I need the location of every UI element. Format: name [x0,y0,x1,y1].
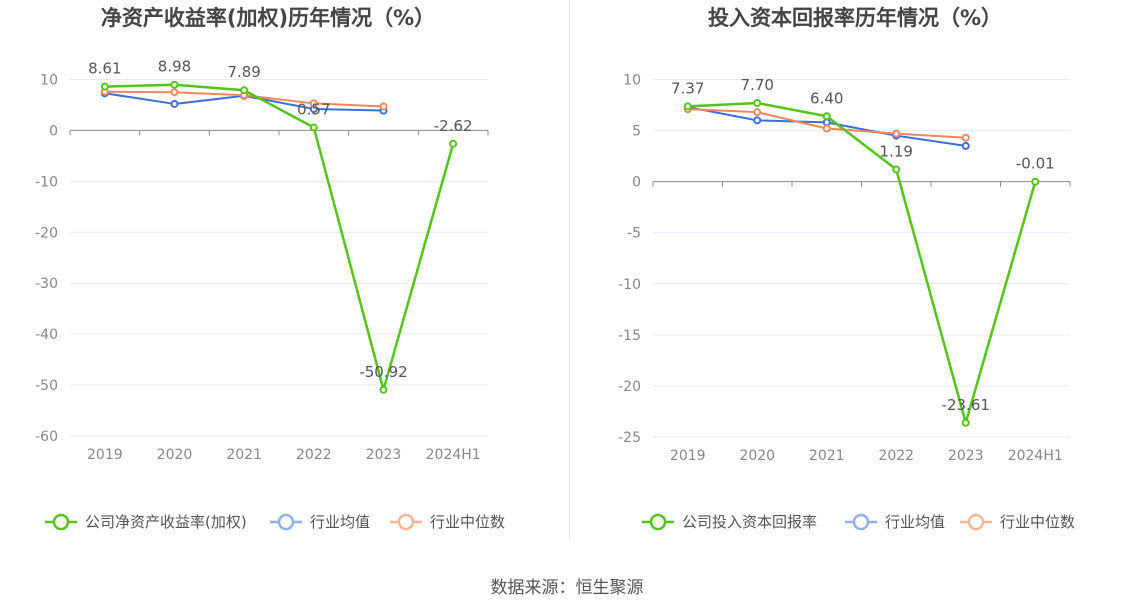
roe-series-point-company [170,80,179,89]
roic-series-point-median [961,133,970,142]
roic-legend-marker [967,513,985,531]
roe-x-tick-label: 2023 [366,447,402,463]
roic-chart-title: 投入资本回报率历年情况（%） [708,6,1002,30]
roic-legend-marker [852,513,870,531]
roe-x-tick-label: 2019 [87,447,123,463]
roe-y-tick-label: -20 [35,225,58,241]
roic-x-tick-label: 2020 [739,448,775,464]
roic-data-label: 7.37 [671,79,704,97]
roe-series-point-median [379,102,388,111]
roe-x-tick-label: 2020 [157,447,193,463]
roe-y-tick-label: 10 [40,73,58,89]
roic-series-point-company [961,418,970,427]
roic-series-point-company [753,98,762,107]
roic-data-label: -23.61 [942,396,990,414]
roic-chart: 投入资本回报率历年情况（%） 10 5 0 -5 -10 -15 -20 -25 2019 2020… [618,6,1075,531]
roe-legend-label: 行业中位数 [430,513,505,531]
data-source: 数据来源：恒生聚源 [490,578,644,598]
roic-series-point-company [1031,177,1040,186]
roic-series-point-median [892,129,901,138]
roic-series-point-median [753,108,762,117]
roe-legend-marker [397,513,415,531]
roe-chart-title: 净资产收益率(加权)历年情况（%） [101,6,435,30]
roic-series-point-company [683,102,692,111]
roic-x-tick-label: 2021 [809,448,845,464]
roe-series-point-company [309,123,318,132]
roe-series-point-company [240,86,249,95]
roe-series-point-company [379,385,388,394]
roe-data-label: -50.92 [359,363,407,381]
roe-y-tick-label: -40 [35,327,58,343]
roe-data-label: 8.98 [158,58,191,76]
roe-y-tick-label: -10 [35,174,58,190]
roic-x-tick-label: 2019 [670,448,706,464]
roic-y-tick-label: 5 [632,124,641,140]
roic-data-label: -0.01 [1016,155,1055,173]
roe-x-tick-label: 2024H1 [426,447,481,463]
roe-series-point-median [309,99,318,108]
roe-legend-marker [277,513,295,531]
roic-series-point-average [822,118,831,127]
roic-y-tick-label: -15 [618,328,641,344]
roic-x-tick-label: 2022 [878,448,914,464]
roe-series-line-company [104,83,455,392]
roic-data-label: 1.19 [880,142,913,160]
roic-series-point-average [961,141,970,150]
roic-x-tick-label: 2023 [948,448,984,464]
roe-series-point-average [170,99,179,108]
roic-y-tick-label: -25 [618,430,641,446]
roic-legend-label: 行业均值 [885,513,945,531]
roe-y-tick-label: -60 [35,429,58,445]
roic-series-point-company [892,165,901,174]
roic-x-tick-label: 2024H1 [1008,448,1063,464]
roic-series-point-average [753,116,762,125]
roic-series-point-median [822,124,831,133]
roic-y-tick-label: -10 [618,277,641,293]
roe-data-label: 0.57 [297,101,330,119]
roe-x-tick-label: 2021 [226,447,262,463]
roic-y-tick-label: 10 [623,73,641,89]
roic-series-line-company [687,101,1037,425]
roic-legend-label: 行业中位数 [1000,513,1075,531]
roe-data-label: -2.62 [434,117,473,135]
roic-series-point-company [822,112,831,121]
roe-x-tick-label: 2022 [296,447,332,463]
roic-data-label: 7.70 [741,76,774,94]
roe-series-point-median [170,88,179,97]
roe-series-point-company [100,82,109,91]
roic-legend-marker [649,513,667,531]
roe-legend-label: 行业均值 [310,513,370,531]
roic-legend-label: 公司投入资本回报率 [682,513,817,531]
roe-y-tick-label: 0 [49,123,58,139]
roic-y-tick-label: 0 [632,175,641,191]
roe-data-label: 8.61 [88,60,121,78]
roe-chart: 净资产收益率(加权)历年情况（%） 10 0 -10 -20 -30 -40 -50 -60 20… [35,6,505,531]
roe-y-tick-label: -30 [35,276,58,292]
roic-y-tick-label: -20 [618,379,641,395]
roe-y-tick-label: -50 [35,378,58,394]
panel-divider [569,0,570,540]
roic-data-label: 6.40 [810,89,843,107]
roic-y-tick-label: -5 [627,226,641,242]
roe-data-label: 7.89 [227,63,260,81]
roe-legend-label: 公司净资产收益率(加权) [85,513,247,531]
roe-legend-marker [52,513,70,531]
roe-series-point-company [449,139,458,148]
